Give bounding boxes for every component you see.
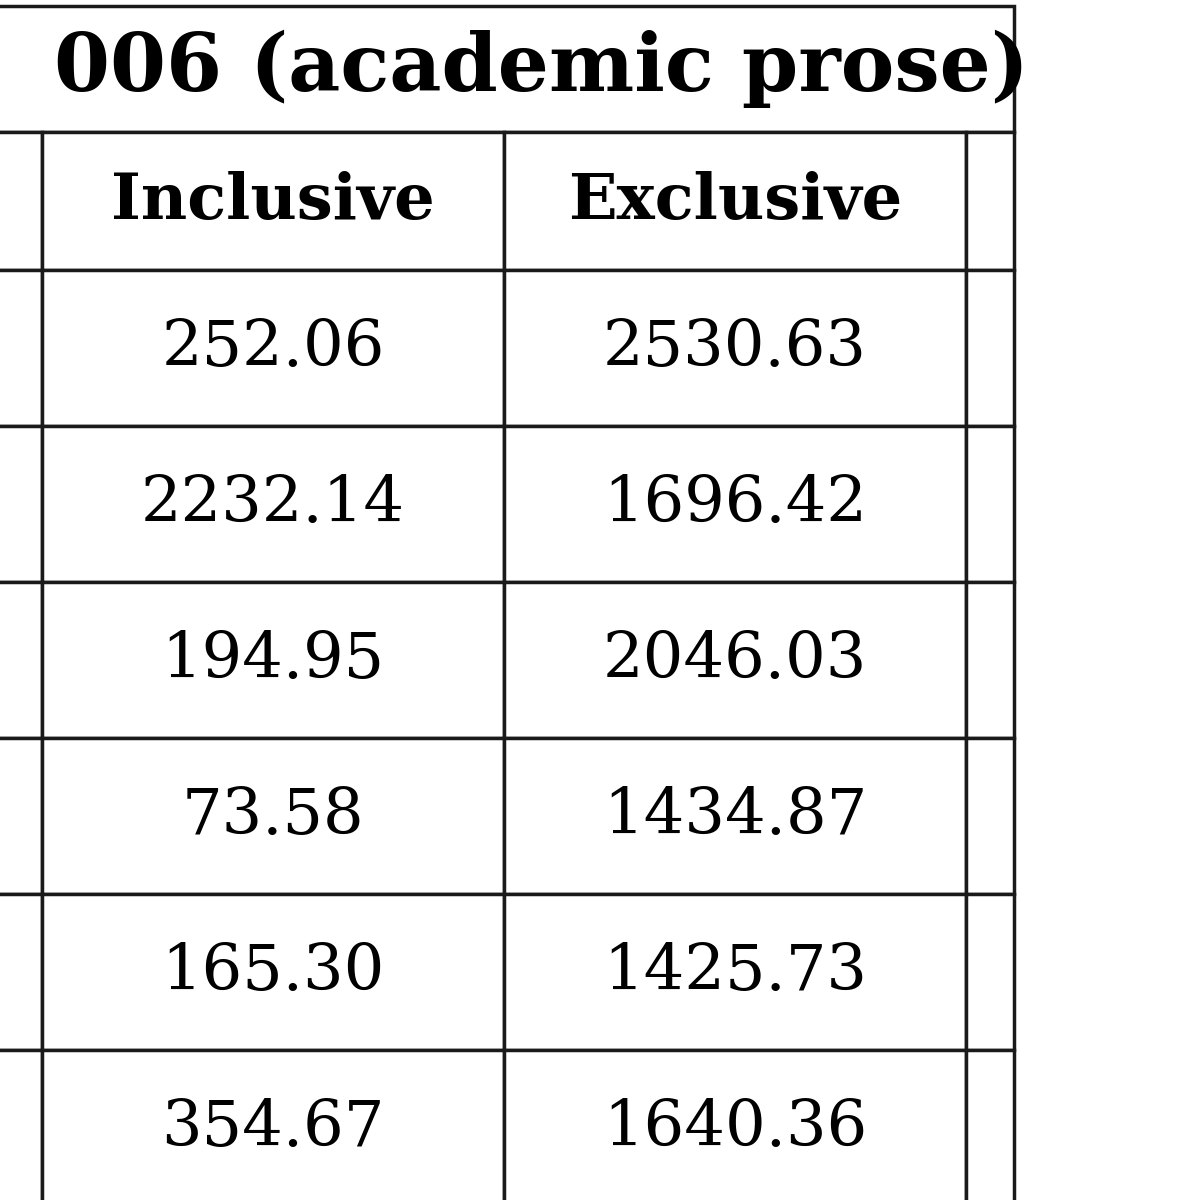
Bar	[966, 582, 1014, 738]
Text: 006 (academic prose): 006 (academic prose)	[54, 30, 1028, 108]
Text: 1696.42: 1696.42	[604, 474, 866, 534]
Text: Exclusive: Exclusive	[568, 170, 902, 232]
Text: 2530.63: 2530.63	[604, 318, 866, 378]
Bar	[966, 132, 1014, 270]
Bar	[42, 1050, 504, 1200]
Bar	[966, 426, 1014, 582]
Bar	[504, 132, 966, 270]
Bar	[0, 1050, 42, 1200]
Bar	[504, 270, 966, 426]
Text: 354.67: 354.67	[161, 1098, 385, 1158]
Text: 73.58: 73.58	[181, 786, 365, 846]
Bar	[42, 894, 504, 1050]
Bar	[0, 132, 42, 270]
Text: 194.95: 194.95	[162, 630, 384, 690]
Bar	[0, 738, 42, 894]
Bar	[42, 738, 504, 894]
Bar	[966, 270, 1014, 426]
Bar	[42, 132, 504, 270]
Bar	[966, 738, 1014, 894]
Text: 252.06: 252.06	[161, 318, 385, 378]
Bar	[966, 1050, 1014, 1200]
Text: 1425.73: 1425.73	[604, 942, 866, 1002]
Text: 165.30: 165.30	[161, 942, 385, 1002]
Text: 1640.36: 1640.36	[602, 1098, 868, 1158]
Bar	[966, 894, 1014, 1050]
Bar	[42, 270, 504, 426]
Bar	[42, 582, 504, 738]
Bar	[504, 738, 966, 894]
Bar	[0, 6, 1014, 132]
Bar	[0, 426, 42, 582]
Text: 2232.14: 2232.14	[140, 474, 406, 534]
Bar	[0, 894, 42, 1050]
Bar	[0, 582, 42, 738]
Bar	[504, 894, 966, 1050]
Bar	[0, 270, 42, 426]
Bar	[504, 426, 966, 582]
Bar	[504, 582, 966, 738]
Bar	[504, 1050, 966, 1200]
Text: 2046.03: 2046.03	[602, 630, 868, 690]
Text: Inclusive: Inclusive	[112, 170, 434, 232]
Text: 1434.87: 1434.87	[602, 786, 868, 846]
Bar	[42, 426, 504, 582]
